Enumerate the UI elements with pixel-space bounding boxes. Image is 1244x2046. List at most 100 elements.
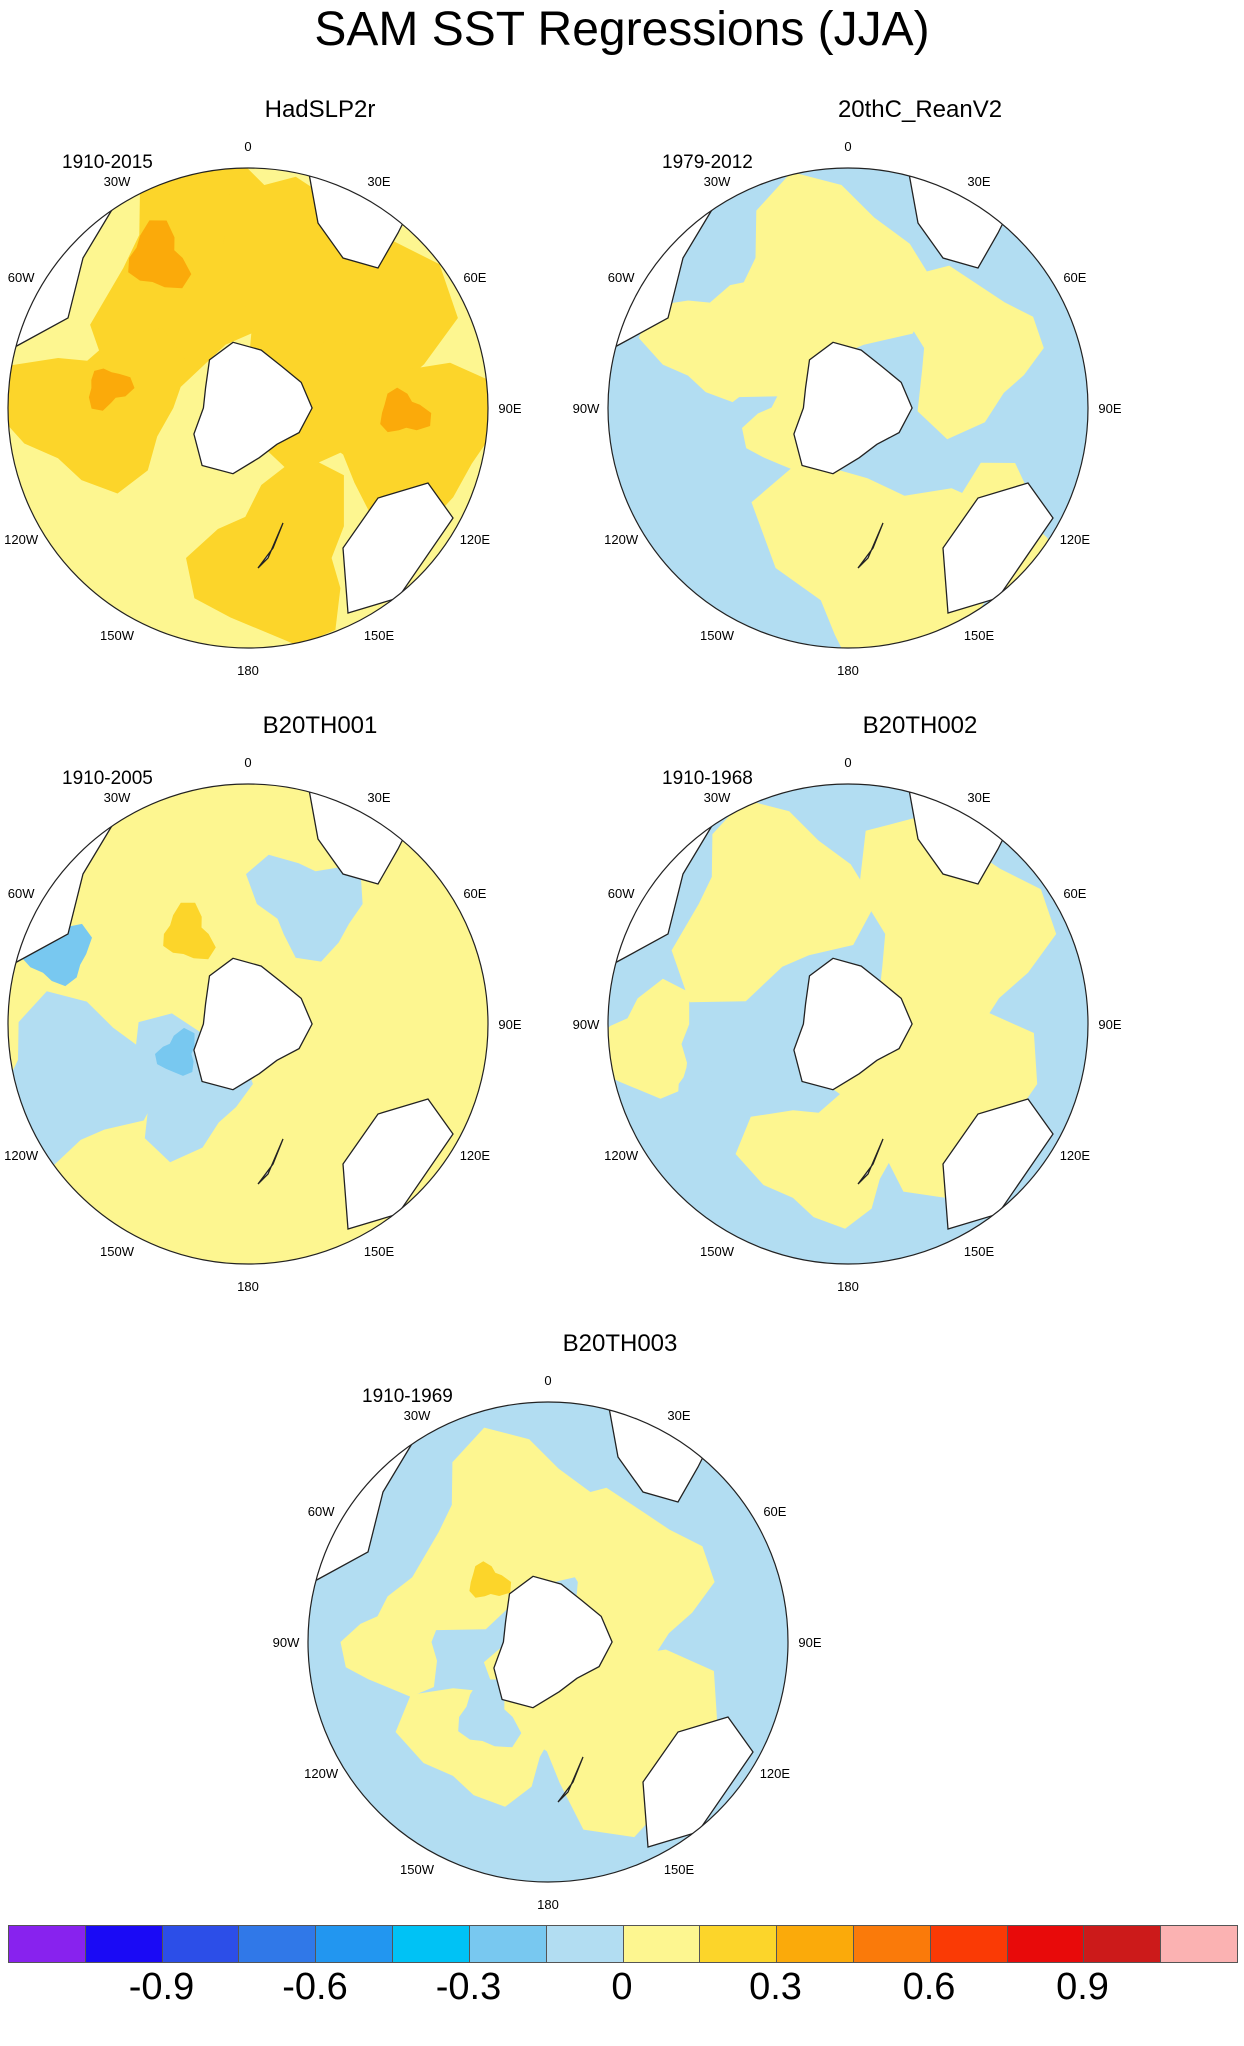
- antarctica-landmass: [193, 957, 313, 1091]
- longitude-label: 90E: [1098, 401, 1121, 416]
- longitude-label: 60E: [463, 270, 486, 285]
- longitude-label: 90W: [273, 1635, 300, 1650]
- field-layer: [8, 784, 488, 1264]
- longitude-label: 150E: [964, 628, 995, 643]
- antarctica-landmass: [193, 341, 313, 475]
- anomaly-region: [246, 854, 363, 962]
- longitude-label: 120E: [1060, 1148, 1091, 1163]
- field-layer: [608, 168, 1088, 648]
- anomaly-region: [88, 368, 135, 411]
- anomaly-region: [286, 339, 488, 532]
- colorbar-tick-label: -0.9: [128, 1966, 195, 2008]
- map-border: [7, 783, 489, 1265]
- longitude-label: 120E: [760, 1766, 791, 1781]
- longitude-label: 60W: [8, 886, 35, 901]
- longitude-label: 30E: [367, 174, 390, 189]
- longitude-label: 150W: [100, 628, 135, 643]
- longitude-label: 180: [537, 1897, 559, 1912]
- longitude-label: 30W: [104, 174, 131, 189]
- map-panel-b20th001: B20TH001 1910-2005 0 30E 60E 90E 120E 150E 180…: [0, 712, 630, 1312]
- longitude-label: 150E: [664, 1862, 695, 1877]
- anomaly-region: [155, 1027, 195, 1076]
- longitude-label: 30E: [367, 790, 390, 805]
- longitude-label: 60W: [308, 1504, 335, 1519]
- longitude-label: 90E: [1098, 1017, 1121, 1032]
- longitude-label: 90E: [498, 401, 521, 416]
- longitude-label: 120E: [1060, 532, 1091, 547]
- colorbar-swatch: [930, 1926, 1008, 1962]
- longitude-label: 120W: [604, 532, 639, 547]
- anomaly-region: [458, 1679, 522, 1748]
- longitude-label: 120E: [460, 532, 491, 547]
- colorbar-swatch: [85, 1926, 163, 1962]
- anomaly-region: [671, 799, 876, 1003]
- anomaly-region: [340, 1576, 440, 1697]
- colorbar-swatch: [546, 1926, 624, 1962]
- longitude-label: 0: [844, 755, 851, 770]
- longitude-label: 30W: [104, 790, 131, 805]
- longitude-label: 30W: [704, 790, 731, 805]
- anomaly-region: [163, 902, 216, 960]
- longitude-label: 150W: [700, 628, 735, 643]
- panel-title: B20TH003: [562, 1330, 678, 1357]
- longitude-label: 30W: [404, 1408, 431, 1423]
- colorbar-swatch: [393, 1926, 470, 1962]
- longitude-label: 90W: [573, 401, 600, 416]
- longitude-label: 90E: [798, 1635, 821, 1650]
- colorbar-tick-label: -0.3: [435, 1966, 502, 2008]
- antarctica-landmass: [793, 341, 913, 475]
- anomaly-region: [678, 1058, 721, 1105]
- panel-period: 1979-2012: [662, 152, 753, 173]
- map-border: [607, 783, 1089, 1265]
- panel-title: 20thC_ReanV2: [837, 96, 1003, 123]
- longitude-label: 120W: [4, 1148, 39, 1163]
- map-panel-hadslp2r: HadSLP2r 1910-2015 0 30E 60E 90E 120E 150E 180…: [0, 96, 630, 696]
- anomaly-region: [128, 220, 192, 289]
- colorbar-tick-label: 0.3: [749, 1966, 802, 2008]
- colorbar-tick-label: -0.6: [282, 1966, 348, 2008]
- longitude-label: 120W: [304, 1766, 339, 1781]
- anomaly-region: [905, 265, 1044, 440]
- longitude-label: 30W: [704, 174, 731, 189]
- longitude-label: 180: [237, 663, 259, 678]
- figure-title: SAM SST Regressions (JJA): [314, 3, 930, 56]
- longitude-label: 180: [837, 663, 859, 678]
- anomaly-region: [608, 978, 690, 1099]
- antarctica-landmass: [493, 1575, 613, 1709]
- longitude-label: 150E: [964, 1244, 995, 1259]
- longitude-label: 0: [844, 139, 851, 154]
- longitude-label: 0: [544, 1373, 551, 1388]
- field-layer: [608, 784, 1088, 1264]
- longitude-label: 150E: [364, 1244, 395, 1259]
- new-zealand-landmass: [557, 1756, 584, 1803]
- new-zealand-landmass: [257, 1138, 284, 1185]
- longitude-label: 90W: [573, 1017, 600, 1032]
- longitude-label: 0: [244, 139, 251, 154]
- colorbar-swatch: [623, 1926, 701, 1962]
- colorbar-swatch: [853, 1926, 931, 1962]
- panel-period: 1910-2015: [62, 152, 153, 173]
- map-panel-20thc-reanv2: 20thC_ReanV2 1979-2012 0 30E 60E 90E 120E 150…: [573, 96, 1230, 696]
- panel-period: 1910-2005: [62, 768, 153, 789]
- panel-title: B20TH001: [262, 712, 378, 739]
- map-border: [7, 167, 489, 649]
- map-panel-b20th003: B20TH003 1910-1969 0 30E 60E 90E 120E 150E 180…: [273, 1330, 930, 1930]
- longitude-label: 60E: [1063, 886, 1086, 901]
- longitude-label: 60E: [763, 1504, 786, 1519]
- longitude-label: 120W: [4, 532, 39, 547]
- anomaly-region: [638, 277, 786, 403]
- new-zealand-landmass: [857, 522, 884, 569]
- longitude-label: 120E: [460, 1148, 491, 1163]
- longitude-label: 180: [837, 1279, 859, 1294]
- colorbar-swatch: [239, 1926, 317, 1962]
- field-layer: [8, 168, 488, 648]
- longitude-label: 60E: [463, 886, 486, 901]
- longitude-label: 60E: [1063, 270, 1086, 285]
- longitude-label: 30E: [967, 790, 990, 805]
- anomaly-region: [469, 1561, 512, 1598]
- longitude-label: 30E: [967, 174, 990, 189]
- anomaly-region: [186, 453, 344, 646]
